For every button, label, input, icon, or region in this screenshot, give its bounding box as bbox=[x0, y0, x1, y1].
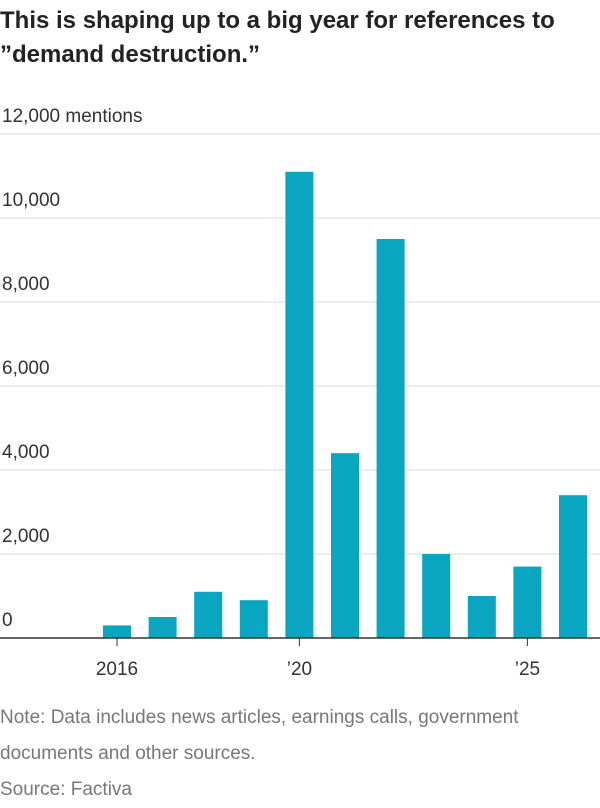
source: Source: Factiva bbox=[0, 779, 132, 800]
y-tick-label: 4,000 bbox=[2, 442, 50, 463]
bar bbox=[513, 566, 542, 638]
y-tick-label: 6,000 bbox=[2, 358, 50, 379]
bar bbox=[422, 554, 451, 638]
x-tick-label: ’20 bbox=[287, 659, 312, 680]
y-tick-label: 12,000 mentions bbox=[2, 106, 143, 127]
y-tick-label: 8,000 bbox=[2, 274, 50, 295]
bar bbox=[376, 239, 405, 638]
chart-title: This is shaping up to a big year for ref… bbox=[0, 7, 555, 68]
y-tick-label: 10,000 bbox=[2, 190, 60, 211]
bar bbox=[285, 171, 314, 639]
y-tick-label: 2,000 bbox=[2, 526, 50, 547]
bar bbox=[559, 495, 587, 638]
y-tick-label: 0 bbox=[2, 610, 13, 631]
bar bbox=[148, 617, 177, 638]
x-tick-label: ’25 bbox=[515, 659, 540, 680]
x-tick-label: 2016 bbox=[96, 659, 138, 680]
bar bbox=[467, 596, 496, 638]
bar bbox=[194, 591, 223, 638]
notes: Note: Data includes news articles, earni… bbox=[0, 700, 600, 808]
note: Note: Data includes news articles, earni… bbox=[0, 707, 519, 764]
bar bbox=[103, 625, 131, 638]
bar bbox=[239, 600, 268, 638]
bar bbox=[331, 453, 359, 638]
